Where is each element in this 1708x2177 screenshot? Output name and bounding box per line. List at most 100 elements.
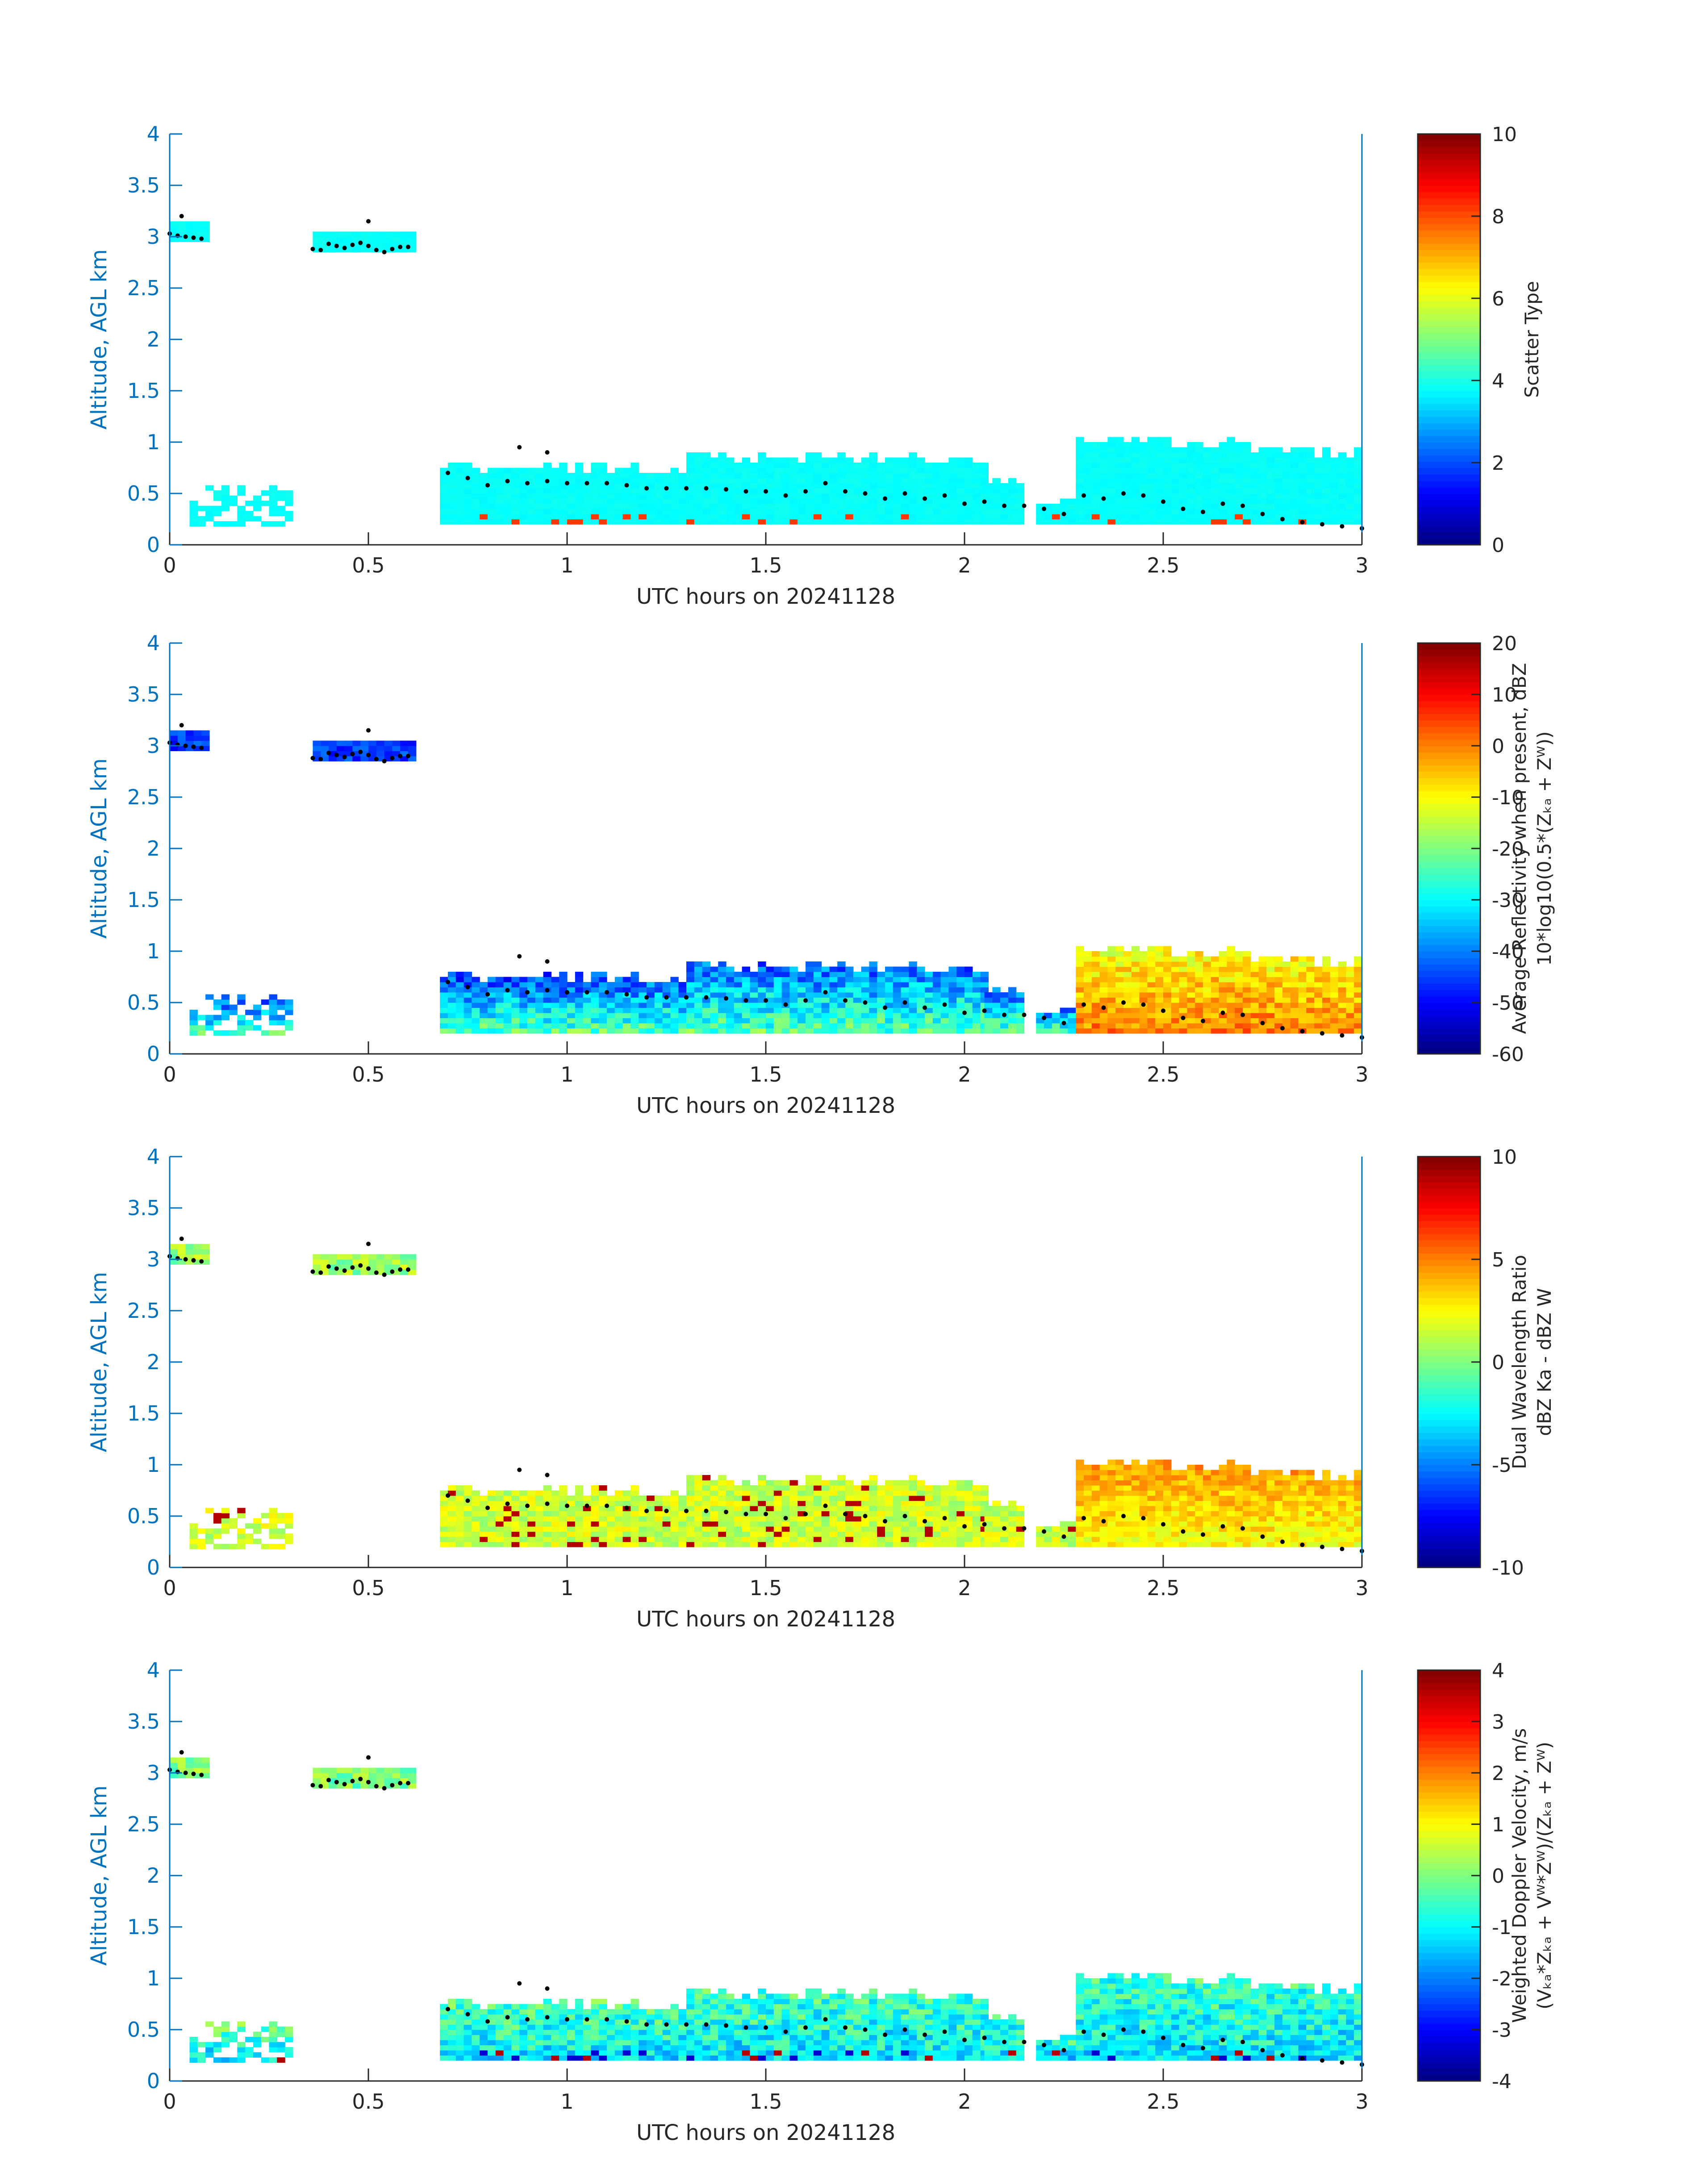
- echo-cell: [718, 1526, 727, 1532]
- echo-cell: [1091, 961, 1100, 967]
- cloud-top-marker: [1260, 1021, 1265, 1025]
- echo-cell: [1219, 447, 1227, 453]
- echo-cell: [829, 992, 838, 998]
- echo-cell: [1274, 468, 1283, 473]
- echo-cell: [543, 1516, 551, 1522]
- echo-cell: [511, 478, 520, 484]
- echo-cell: [885, 1521, 894, 1527]
- colorbar-swatch: [1418, 777, 1480, 785]
- echo-cell: [813, 992, 822, 998]
- echo-cell: [285, 999, 293, 1005]
- echo-cell: [213, 999, 222, 1005]
- echo-cell: [1227, 997, 1235, 1003]
- echo-cell: [1290, 1013, 1299, 1019]
- echo-cell: [821, 1485, 830, 1491]
- cloud-top-marker: [382, 759, 387, 764]
- echo-cell: [1266, 997, 1275, 1003]
- echo-cell: [543, 1028, 551, 1034]
- echo-cell: [368, 1254, 377, 1260]
- echo-cell: [583, 488, 591, 494]
- echo-cell: [1354, 493, 1362, 499]
- echo-cell: [813, 463, 822, 468]
- echo-cell: [806, 478, 814, 484]
- echo-cell: [861, 483, 869, 489]
- echo-cell: [853, 1531, 862, 1537]
- echo-cell: [798, 1490, 806, 1496]
- echo-cell: [503, 1023, 512, 1029]
- echo-cell: [821, 509, 830, 514]
- echo-cell: [472, 509, 480, 514]
- echo-cell: [639, 1537, 647, 1542]
- echo-cell: [829, 1521, 838, 1527]
- echo-cell: [1211, 1028, 1219, 1034]
- echo-cell: [1115, 463, 1124, 468]
- echo-cell: [567, 1511, 576, 1517]
- echo-cell: [1346, 977, 1354, 982]
- echo-cell: [559, 504, 568, 510]
- echo-cell: [614, 1490, 623, 1496]
- echo-cell: [384, 1254, 393, 1260]
- echo-cell: [1155, 514, 1164, 520]
- echo-cell: [1155, 961, 1164, 967]
- echo-cell: [1290, 997, 1299, 1003]
- echo-cell: [1155, 437, 1164, 443]
- echo-cell: [781, 519, 790, 525]
- echo-cell: [726, 468, 735, 473]
- echo-cell: [940, 1521, 949, 1527]
- echo-cell: [917, 514, 925, 520]
- echo-cell: [1258, 468, 1267, 473]
- echo-cell: [909, 1490, 917, 1496]
- echo-cell: [261, 521, 270, 527]
- echo-cell: [861, 457, 869, 463]
- colorbar-swatch: [1418, 192, 1480, 199]
- echo-cell: [734, 1531, 743, 1537]
- echo-cell: [245, 501, 254, 506]
- echo-cell: [472, 1542, 480, 1547]
- echo-cell: [543, 997, 551, 1003]
- echo-cell: [1163, 488, 1172, 494]
- echo-cell: [237, 485, 246, 491]
- echo-cell: [766, 1485, 774, 1491]
- echo-cell: [654, 1531, 663, 1537]
- echo-cell: [591, 488, 599, 494]
- echo-cell: [575, 463, 584, 468]
- echo-cell: [1084, 972, 1092, 978]
- echo-cell: [956, 473, 965, 479]
- echo-cell: [559, 1542, 568, 1547]
- echo-cell: [1354, 452, 1362, 458]
- echo-cell: [488, 1007, 496, 1013]
- echo-cell: [261, 490, 270, 496]
- echo-cell: [1338, 1028, 1346, 1034]
- echo-cell: [718, 1013, 727, 1019]
- cloud-top-marker: [545, 988, 550, 993]
- echo-cell: [901, 504, 909, 510]
- echo-cell: [917, 468, 925, 473]
- echo-cell: [1171, 498, 1180, 504]
- colorbar-label: Scatter Type: [1521, 281, 1543, 397]
- echo-cell: [861, 509, 869, 514]
- echo-cell: [1115, 519, 1124, 525]
- echo-cell: [583, 1537, 591, 1542]
- echo-cell: [400, 756, 409, 762]
- echo-cell: [806, 1496, 814, 1501]
- colorbar-swatch: [1418, 333, 1480, 340]
- echo-cell: [1354, 514, 1362, 520]
- echo-cell: [885, 498, 894, 504]
- echo-cell: [984, 1007, 993, 1013]
- echo-cell: [1076, 987, 1084, 993]
- echo-cell: [686, 509, 695, 514]
- echo-cell: [189, 501, 198, 506]
- echo-cell: [575, 1496, 584, 1501]
- echo-cell: [591, 1526, 599, 1532]
- echo-cell: [965, 1521, 973, 1527]
- echo-cell: [599, 504, 607, 510]
- echo-cell: [1099, 982, 1108, 988]
- echo-cell: [1147, 509, 1156, 514]
- echo-cell: [678, 1007, 687, 1013]
- y-tick-label: 2: [147, 327, 160, 351]
- echo-cell: [352, 231, 361, 237]
- echo-cell: [213, 490, 222, 496]
- echo-cell: [269, 521, 277, 527]
- echo-cell: [591, 1500, 599, 1506]
- echo-cell: [980, 1490, 989, 1496]
